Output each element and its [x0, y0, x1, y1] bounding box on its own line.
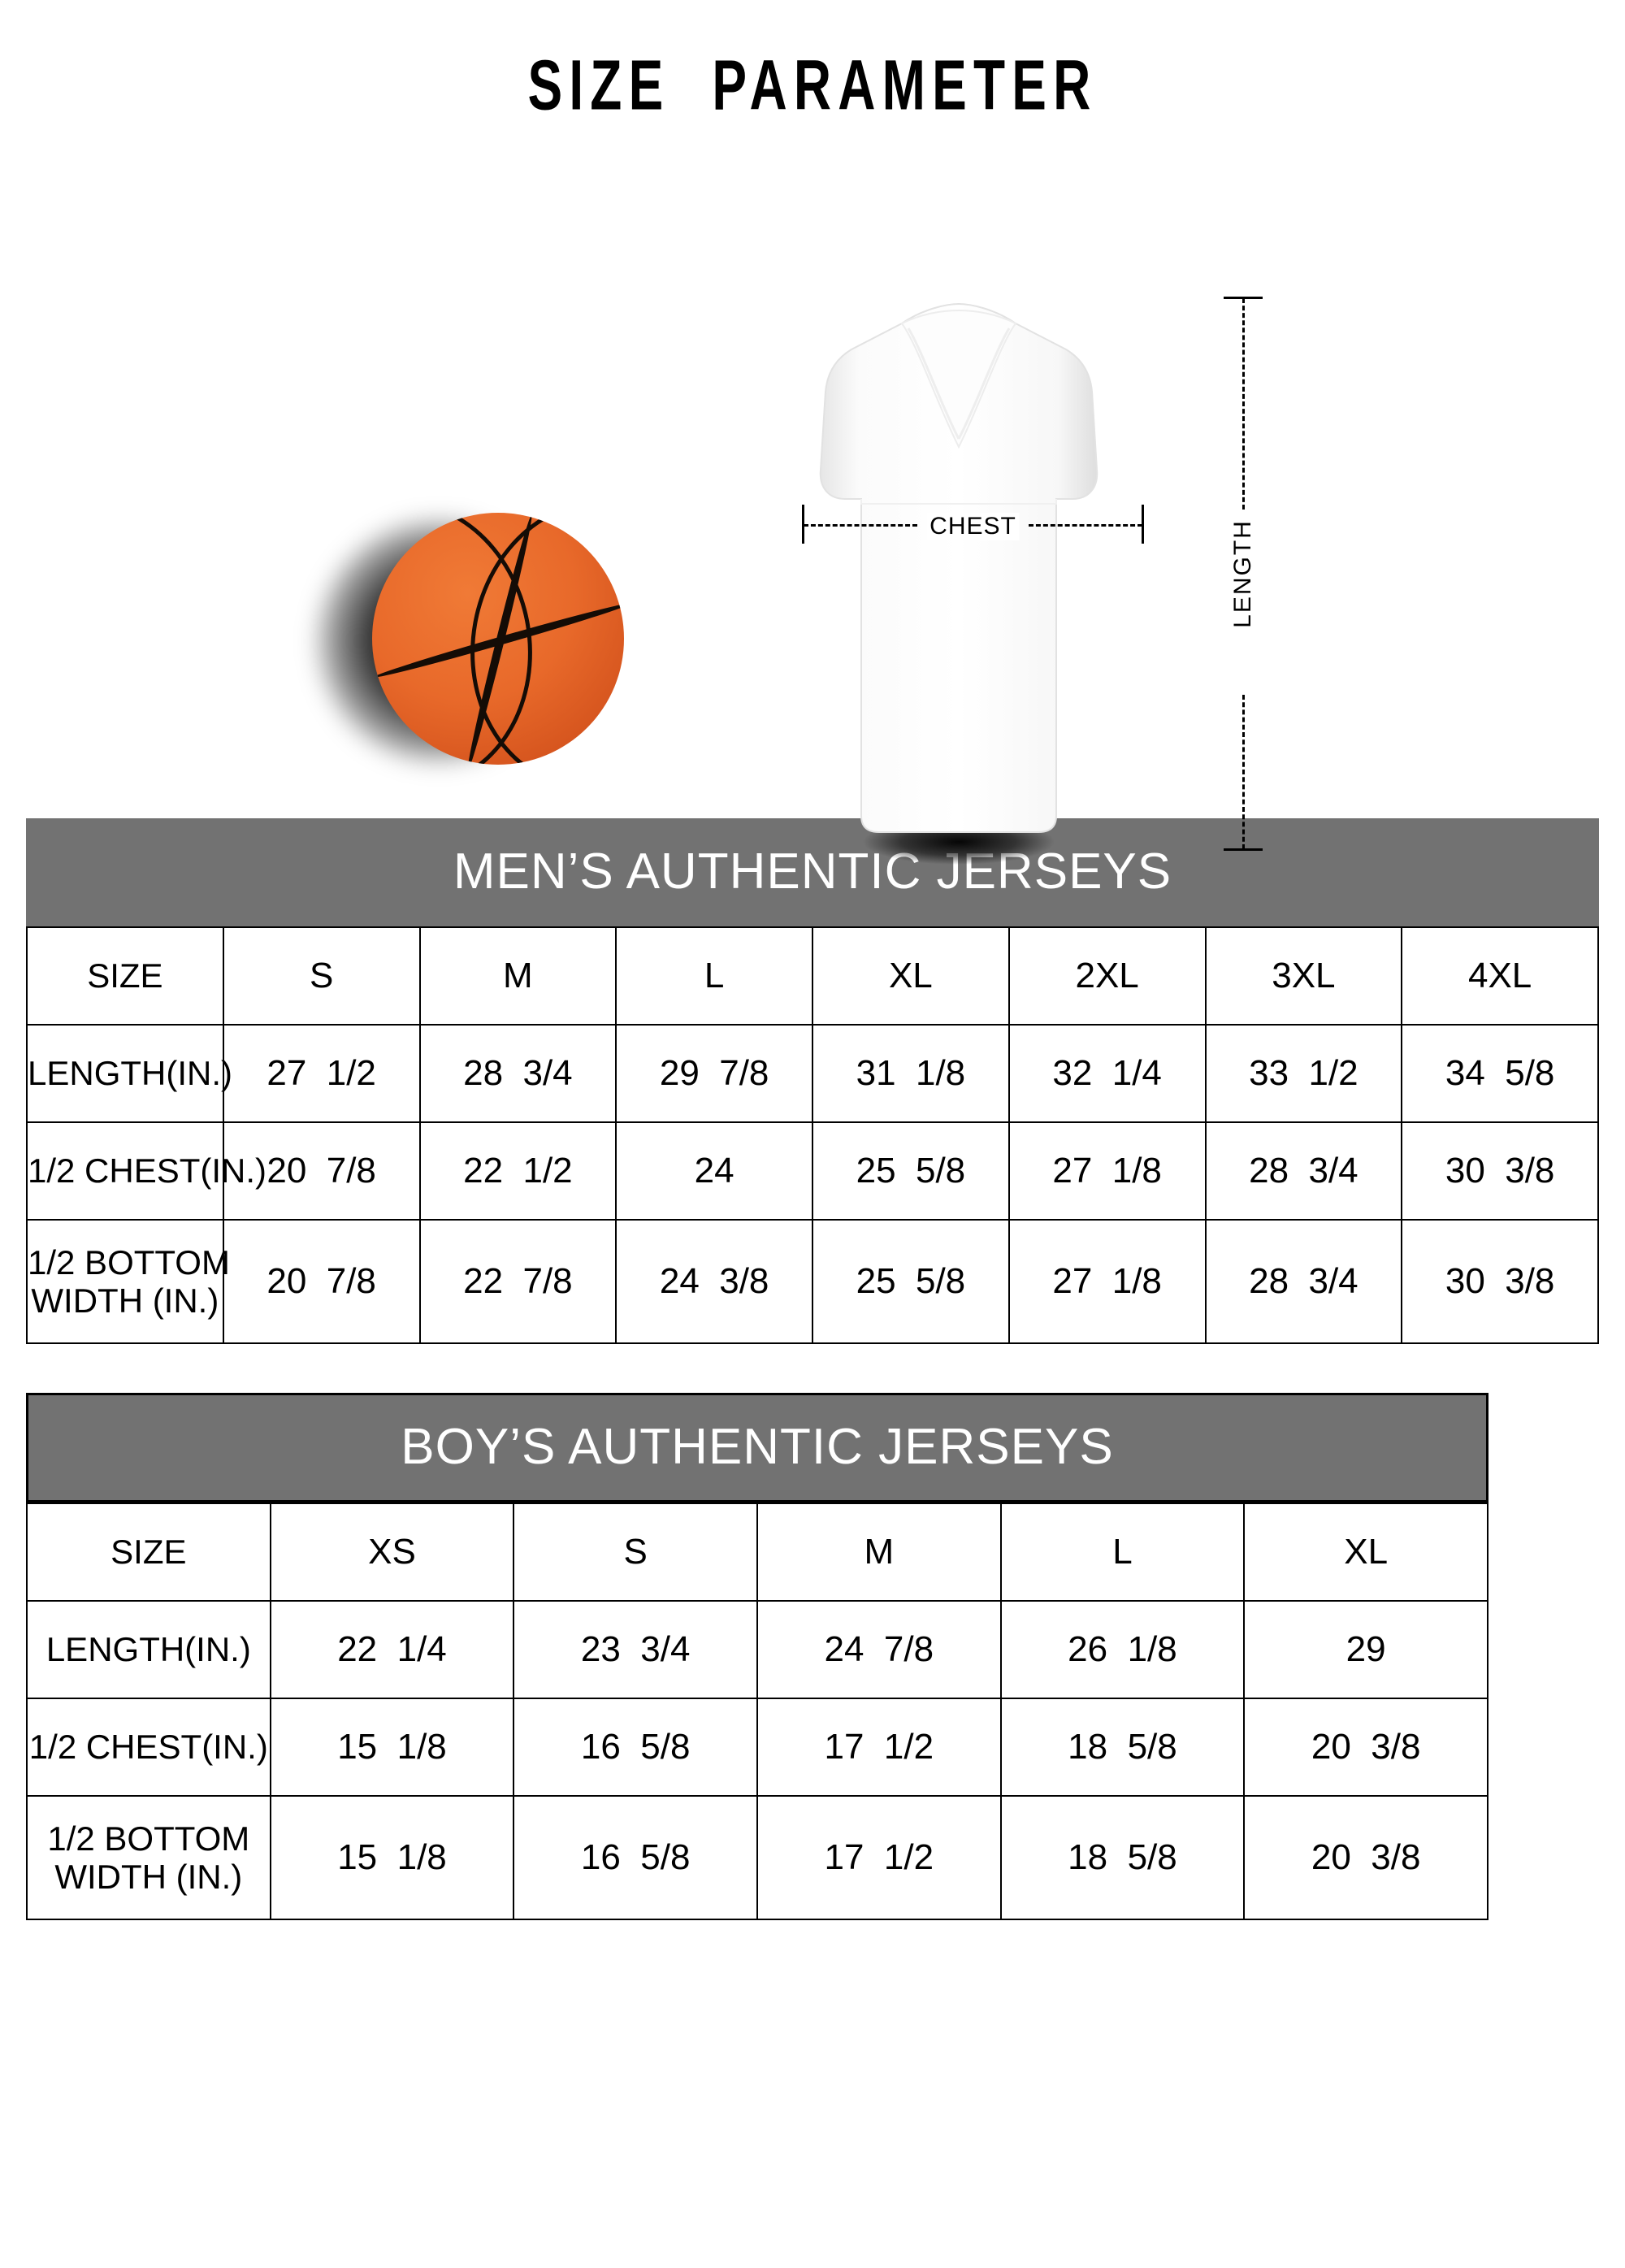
mens-row-label-length: LENGTH(IN.) [26, 1024, 232, 1123]
mens-col-m: M [418, 926, 618, 1026]
boys-bottom-l: 18 5/8 [999, 1795, 1246, 1920]
mens-length-l: 29 7/8 [615, 1024, 813, 1123]
mens-bottom-4xl: 30 3/8 [1401, 1219, 1599, 1344]
mens-length-m: 28 3/4 [418, 1024, 618, 1123]
chest-label: CHEST [926, 513, 1020, 540]
mens-chest-2xl: 27 1/8 [1008, 1121, 1207, 1221]
mens-length-s: 27 1/2 [222, 1024, 421, 1123]
mens-size-table: SIZE S M L XL 2XL 3XL 4XL LENGTH(IN.) 27… [26, 926, 1599, 1344]
length-cap-bottom [1224, 848, 1263, 851]
mens-bottom-l: 24 3/8 [615, 1219, 813, 1344]
mens-col-l: L [615, 926, 813, 1026]
boys-row-label-bottom-width: 1/2 BOTTOM WIDTH (IN.) [26, 1795, 271, 1920]
mens-chest-s: 20 7/8 [222, 1121, 421, 1221]
mens-bottom-m: 22 7/8 [418, 1219, 618, 1344]
basketball-icon [317, 495, 658, 836]
mens-chest-m: 22 1/2 [418, 1121, 618, 1221]
mens-chest-4xl: 30 3/8 [1401, 1121, 1599, 1221]
boys-col-xl: XL [1243, 1503, 1488, 1602]
boys-col-xs: XS [269, 1503, 515, 1602]
chest-cap-left [802, 505, 804, 544]
chest-cap-right [1142, 505, 1144, 544]
table-row: 1/2 BOTTOM WIDTH (IN.) 20 7/8 22 7/8 24 … [26, 1219, 1599, 1344]
table-row: 1/2 BOTTOM WIDTH (IN.) 15 1/8 16 5/8 17 … [26, 1795, 1488, 1920]
boys-length-s: 23 3/4 [513, 1600, 758, 1699]
mens-length-3xl: 33 1/2 [1204, 1024, 1403, 1123]
mens-size-table-block: MEN’S AUTHENTIC JERSEYS SIZE S M L XL 2X… [26, 818, 1599, 1344]
mens-bottom-s: 20 7/8 [222, 1219, 421, 1344]
jersey-icon [780, 296, 1138, 865]
mens-length-2xl: 32 1/4 [1008, 1024, 1207, 1123]
length-cap-top [1224, 297, 1263, 299]
mens-bottom-xl: 25 5/8 [812, 1219, 1010, 1344]
mens-col-2xl: 2XL [1008, 926, 1207, 1026]
mens-row-label-bottom-width: 1/2 BOTTOM WIDTH (IN.) [26, 1219, 230, 1344]
mens-chest-l: 24 [615, 1121, 813, 1221]
measurement-illustration: CHEST LENGTH [0, 113, 1625, 865]
boys-chest-xs: 15 1/8 [269, 1698, 515, 1797]
boys-length-xl: 29 [1243, 1600, 1488, 1699]
table-row: 1/2 CHEST(IN.) 15 1/8 16 5/8 17 1/2 18 5… [26, 1698, 1488, 1797]
boys-length-xs: 22 1/4 [269, 1600, 515, 1699]
mens-col-3xl: 3XL [1204, 926, 1403, 1026]
length-line-bottom [1242, 695, 1245, 849]
boys-col-l: L [999, 1503, 1246, 1602]
boys-row-label-length: LENGTH(IN.) [26, 1600, 271, 1699]
mens-bottom-3xl: 28 3/4 [1204, 1219, 1403, 1344]
table-row: 1/2 CHEST(IN.) 20 7/8 22 1/2 24 25 5/8 2… [26, 1121, 1599, 1221]
boys-chest-m: 17 1/2 [756, 1698, 1002, 1797]
mens-col-size: SIZE [26, 926, 224, 1026]
boys-bottom-s: 16 5/8 [513, 1795, 758, 1920]
mens-col-xl: XL [812, 926, 1010, 1026]
mens-length-xl: 31 1/8 [812, 1024, 1010, 1123]
length-dimension-line: LENGTH [1219, 293, 1268, 854]
boys-size-table: SIZE XS S M L XL LENGTH(IN.) 22 1/4 23 3… [26, 1503, 1488, 1920]
boys-col-m: M [756, 1503, 1002, 1602]
mens-length-4xl: 34 5/8 [1401, 1024, 1599, 1123]
mens-chest-xl: 25 5/8 [812, 1121, 1010, 1221]
boys-chest-s: 16 5/8 [513, 1698, 758, 1797]
chest-dimension-line: CHEST [800, 505, 1146, 544]
mens-col-4xl: 4XL [1401, 926, 1599, 1026]
mens-table-band-title: MEN’S AUTHENTIC JERSEYS [26, 818, 1599, 926]
table-row: LENGTH(IN.) 27 1/2 28 3/4 29 7/8 31 1/8 … [26, 1024, 1599, 1123]
mens-chest-3xl: 28 3/4 [1204, 1121, 1403, 1221]
mens-row-label-chest: 1/2 CHEST(IN.) [26, 1121, 266, 1221]
boys-bottom-xl: 20 3/8 [1243, 1795, 1488, 1920]
boys-length-m: 24 7/8 [756, 1600, 1002, 1699]
table-row: LENGTH(IN.) 22 1/4 23 3/4 24 7/8 26 1/8 … [26, 1600, 1488, 1699]
chest-line-left [804, 524, 917, 527]
length-line-top [1242, 298, 1245, 510]
mens-col-s: S [222, 926, 421, 1026]
boys-size-table-block: BOY’S AUTHENTIC JERSEYS SIZE XS S M L XL… [26, 1393, 1488, 1920]
table-row-header: SIZE S M L XL 2XL 3XL 4XL [26, 926, 1599, 1026]
chest-line-right [1029, 524, 1142, 527]
boys-length-l: 26 1/8 [999, 1600, 1246, 1699]
table-row-header: SIZE XS S M L XL [26, 1503, 1488, 1602]
boys-bottom-xs: 15 1/8 [269, 1795, 515, 1920]
boys-table-band-title: BOY’S AUTHENTIC JERSEYS [26, 1393, 1488, 1503]
mens-bottom-2xl: 27 1/8 [1008, 1219, 1207, 1344]
boys-row-label-chest: 1/2 CHEST(IN.) [26, 1698, 271, 1797]
boys-chest-xl: 20 3/8 [1243, 1698, 1488, 1797]
boys-chest-l: 18 5/8 [999, 1698, 1246, 1797]
boys-bottom-m: 17 1/2 [756, 1795, 1002, 1920]
boys-col-s: S [513, 1503, 758, 1602]
basketball-sphere [372, 513, 624, 765]
page-title: SIZE PARAMETER [527, 44, 1098, 125]
boys-col-size: SIZE [26, 1503, 271, 1602]
length-label: LENGTH [1226, 514, 1260, 633]
